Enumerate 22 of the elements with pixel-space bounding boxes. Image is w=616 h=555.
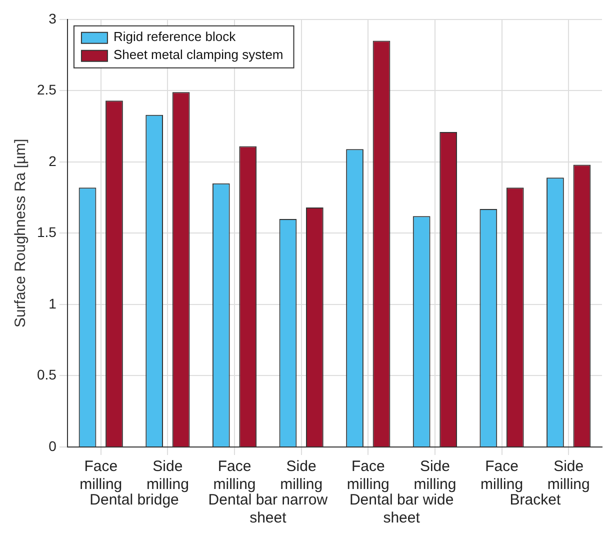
y-tick-label: 1 xyxy=(48,295,57,312)
text: Bracket xyxy=(510,492,562,509)
x-tick-label: Face milling xyxy=(480,458,524,494)
x-tick-label: Side milling xyxy=(547,458,590,494)
x-tick-label: Face milling xyxy=(213,458,256,494)
x-tick-label: Face milling xyxy=(346,458,390,494)
x-tick-label: Side milling xyxy=(414,458,456,494)
y-tick-label: 3 xyxy=(48,10,57,26)
x-tick-label: Side milling xyxy=(146,458,189,494)
legend-label: Rigid reference block xyxy=(113,28,236,44)
y-axis-title: Surface Roughness Ra [µm] xyxy=(12,138,30,328)
text: Dental bar narrow sheet xyxy=(208,492,328,527)
y-tick-label: 0 xyxy=(48,438,57,454)
text: Dental bar wide sheet xyxy=(349,492,454,527)
x-tick-label: Face milling xyxy=(80,458,122,494)
x-tick-label: Side milling xyxy=(280,458,323,494)
y-tick-label: 2.5 xyxy=(36,82,57,98)
y-tick-label: 0.5 xyxy=(36,366,57,383)
text: Dental bridge xyxy=(90,492,179,509)
legend-label: Sheet metal clamping system xyxy=(113,46,284,62)
y-tick-label: 2 xyxy=(48,152,57,169)
y-tick-label: 1.5 xyxy=(36,224,57,240)
